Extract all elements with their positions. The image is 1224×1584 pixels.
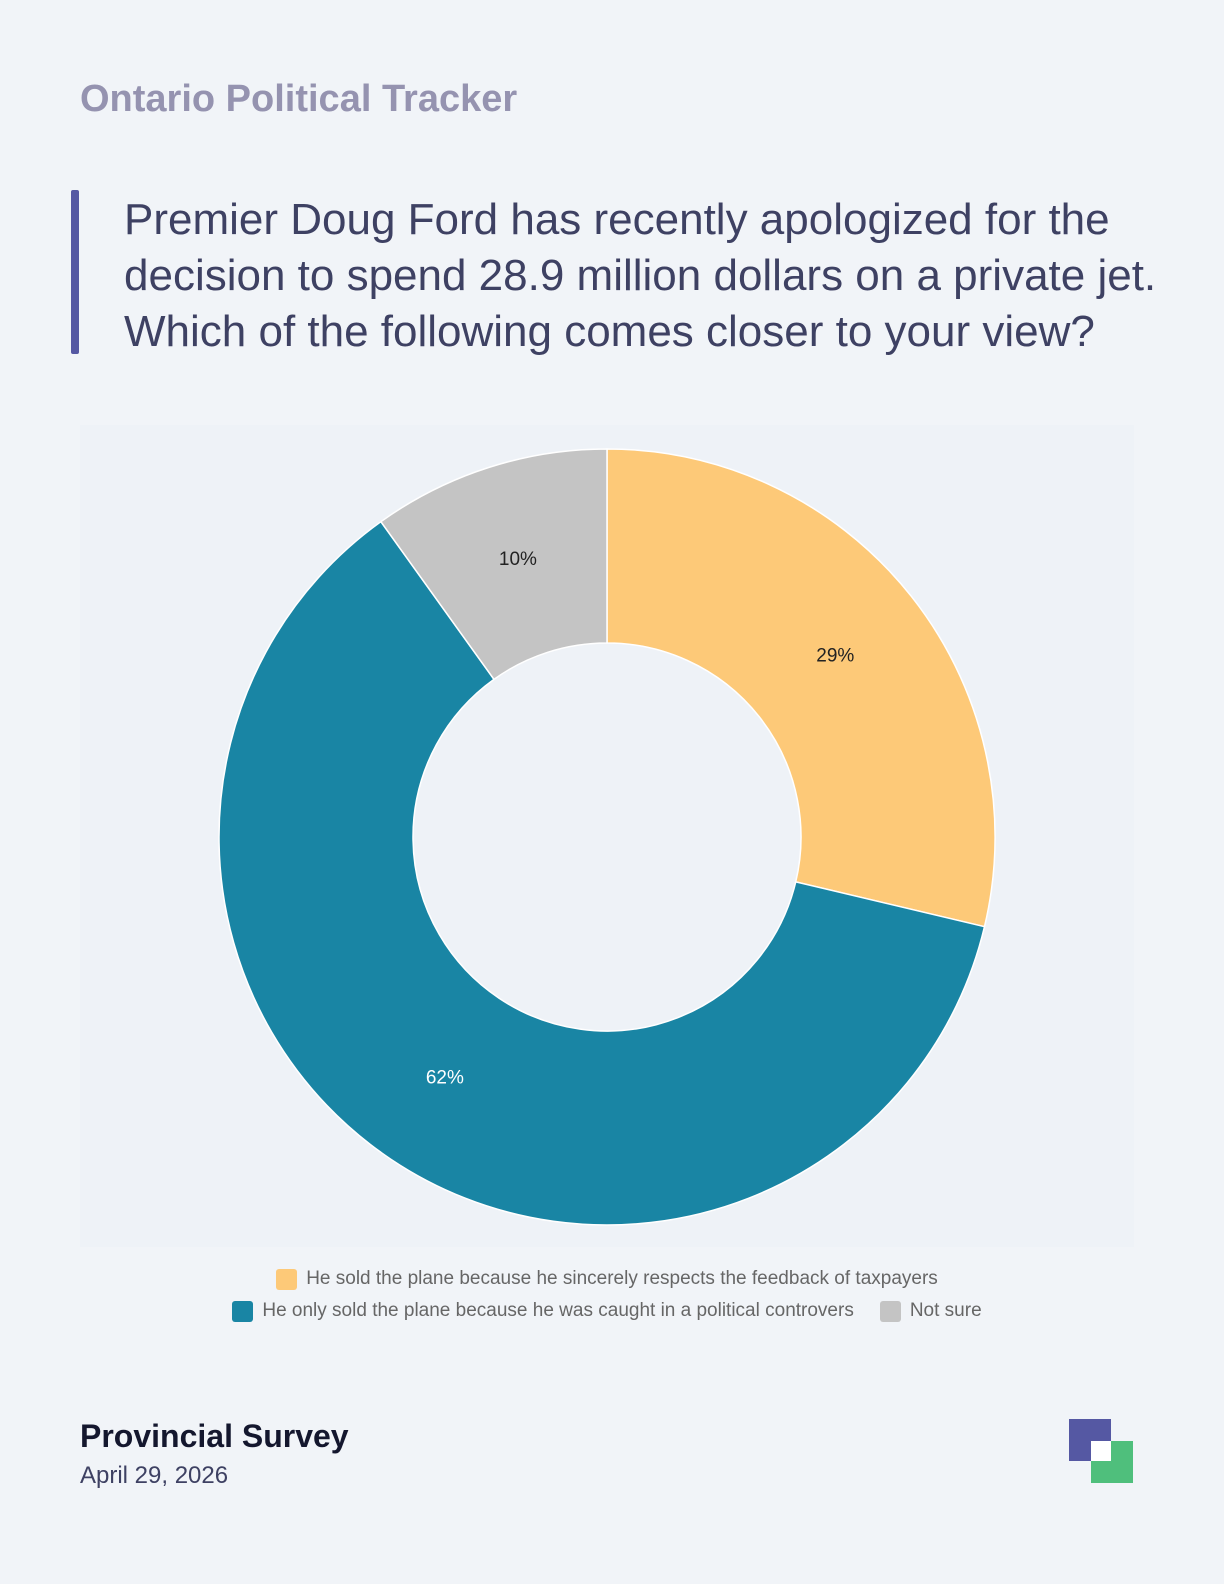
chart-legend: He sold the plane because he sincerely r… — [80, 1268, 1134, 1332]
brand-logo-icon — [1069, 1419, 1133, 1483]
legend-swatch — [879, 1300, 901, 1322]
donut-chart: 29% 62% 10% — [218, 448, 996, 1226]
legend-label: He sold the plane because he sincerely r… — [306, 1268, 938, 1289]
logo-overlap — [1091, 1441, 1111, 1461]
legend-label: He only sold the plane because he was ca… — [262, 1300, 854, 1321]
legend-item-sincere[interactable]: He sold the plane because he sincerely r… — [276, 1268, 938, 1290]
donut-slice-1[interactable] — [218, 520, 986, 1226]
survey-name: Provincial Survey — [80, 1418, 349, 1454]
donut-slice-2[interactable] — [379, 448, 608, 681]
legend-item-caught[interactable]: He only sold the plane because he was ca… — [232, 1300, 854, 1322]
legend-row: He only sold the plane because he was ca… — [80, 1300, 1134, 1322]
legend-swatch — [276, 1268, 298, 1290]
slice-label-0: 29% — [816, 646, 854, 667]
chart-panel: 29% 62% 10% — [80, 425, 1134, 1247]
legend-row: He sold the plane because he sincerely r… — [80, 1268, 1134, 1290]
slice-label-1: 62% — [426, 1068, 464, 1089]
slice-label-2: 10% — [499, 549, 537, 570]
question-accent-bar — [71, 190, 79, 354]
legend-item-not-sure[interactable]: Not sure — [879, 1300, 982, 1322]
tracker-title: Ontario Political Tracker — [80, 78, 518, 120]
donut-slice-0[interactable] — [606, 448, 996, 928]
legend-swatch — [232, 1300, 254, 1322]
survey-date: April 29, 2026 — [80, 1462, 229, 1489]
survey-question: Premier Doug Ford has recently apologize… — [124, 195, 1157, 356]
legend-label: Not sure — [909, 1300, 982, 1321]
